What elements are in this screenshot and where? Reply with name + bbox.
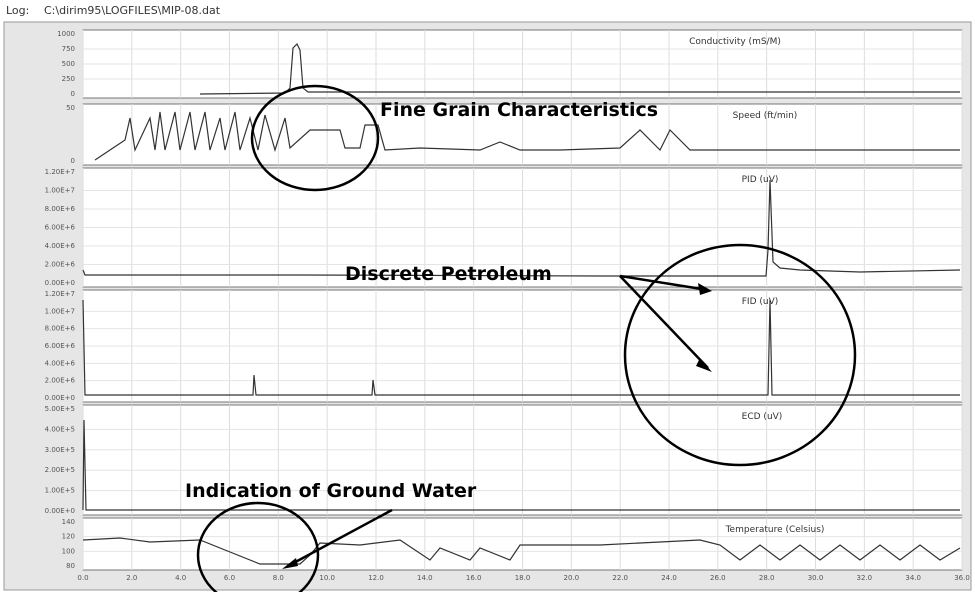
y-tick-label: 2.00E+5	[45, 466, 75, 474]
circle	[250, 84, 380, 192]
panel-label: Temperature (Celsius)	[725, 525, 825, 535]
x-tick-label: 0.0	[77, 574, 88, 582]
annotation: Fine Grain Characteristics	[380, 99, 658, 121]
y-tick-label: 0.00E+0	[45, 279, 75, 287]
x-tick-label: 6.0	[224, 574, 235, 582]
x-tick-label: 10.0	[319, 574, 335, 582]
panel-label: Speed (ft/min)	[733, 111, 798, 121]
x-tick-label: 26.0	[710, 574, 726, 582]
header-path: C:\dirim95\LOGFILES\MIP-08.dat	[44, 4, 221, 17]
arrow	[619, 274, 709, 292]
x-tick-label: 8.0	[273, 574, 284, 582]
y-tick-label: 50	[66, 104, 75, 112]
y-tick-label: 100	[62, 547, 75, 555]
y-tick-label: 5.00E+5	[45, 405, 75, 413]
arrowhead	[696, 358, 712, 372]
y-tick-label: 1.00E+5	[45, 487, 75, 495]
x-tick-label: 32.0	[857, 574, 873, 582]
y-tick-label: 3.00E+5	[45, 446, 75, 454]
arrow	[619, 275, 709, 369]
y-tick-label: 6.00E+6	[45, 224, 76, 232]
header-label: Log:	[6, 4, 29, 17]
arrowhead	[698, 283, 712, 295]
y-tick-label: 6.00E+6	[45, 342, 76, 350]
x-tick-label: 30.0	[808, 574, 824, 582]
y-tick-label: 1.00E+7	[45, 187, 75, 195]
x-tick-label: 28.0	[759, 574, 775, 582]
x-tick-label: 34.0	[905, 574, 921, 582]
panel-label: FID (uV)	[742, 297, 779, 307]
y-tick-label: 750	[62, 45, 75, 53]
y-tick-label: 4.00E+6	[45, 359, 76, 367]
y-tick-label: 4.00E+5	[45, 425, 75, 433]
y-tick-label: 120	[62, 533, 75, 541]
y-tick-label: 8.00E+6	[45, 205, 76, 213]
y-tick-label: 2.00E+6	[45, 377, 76, 385]
y-tick-label: 1.20E+7	[45, 290, 75, 298]
x-tick-label: 4.0	[175, 574, 186, 582]
x-tick-label: 20.0	[564, 574, 580, 582]
arrowhead	[282, 558, 298, 569]
fid-trace	[82, 299, 960, 396]
y-tick-label: 1.20E+7	[45, 168, 75, 176]
arrow	[287, 508, 393, 568]
circle	[623, 243, 857, 467]
annotations: Fine Grain Characteristics Discrete Petr…	[185, 84, 857, 592]
y-tick-label: 0.00E+0	[45, 507, 75, 515]
y-tick-label: 500	[62, 60, 75, 68]
x-tick-label: 22.0	[612, 574, 628, 582]
circle	[196, 501, 320, 592]
y-tick-label: 250	[62, 75, 75, 83]
x-tick-label: 16.0	[466, 574, 482, 582]
y-tick-label: 0.00E+0	[45, 394, 75, 402]
y-tick-label: 140	[62, 518, 75, 526]
y-tick-label: 0	[71, 90, 75, 98]
y-tick-label: 1.00E+7	[45, 307, 75, 315]
x-tick-label: 12.0	[368, 574, 384, 582]
y-tick-label: 2.00E+6	[45, 261, 76, 269]
annotation: Discrete Petroleum	[345, 263, 552, 285]
y-tick-label: 1000	[57, 30, 75, 38]
traces	[82, 42, 961, 565]
ecd-trace	[82, 419, 960, 511]
temperature-trace	[82, 537, 961, 565]
panel-label: Conductivity (mS/M)	[689, 37, 781, 47]
x-tick-label: 18.0	[515, 574, 531, 582]
x-tick-label: 24.0	[661, 574, 677, 582]
speed-trace	[94, 111, 960, 161]
annotation: Indication of Ground Water	[185, 480, 477, 502]
pid-trace	[82, 179, 961, 277]
panel-label: ECD (uV)	[742, 412, 783, 422]
x-tick-label: 2.0	[126, 574, 137, 582]
x-tick-label: 14.0	[417, 574, 433, 582]
panel-label: PID (uV)	[742, 175, 779, 185]
y-tick-label: 8.00E+6	[45, 325, 76, 333]
y-tick-label: 0	[71, 157, 75, 165]
y-tick-label: 4.00E+6	[45, 242, 76, 250]
y-tick-label: 80	[66, 562, 75, 570]
x-tick-label: 36.0	[954, 574, 970, 582]
